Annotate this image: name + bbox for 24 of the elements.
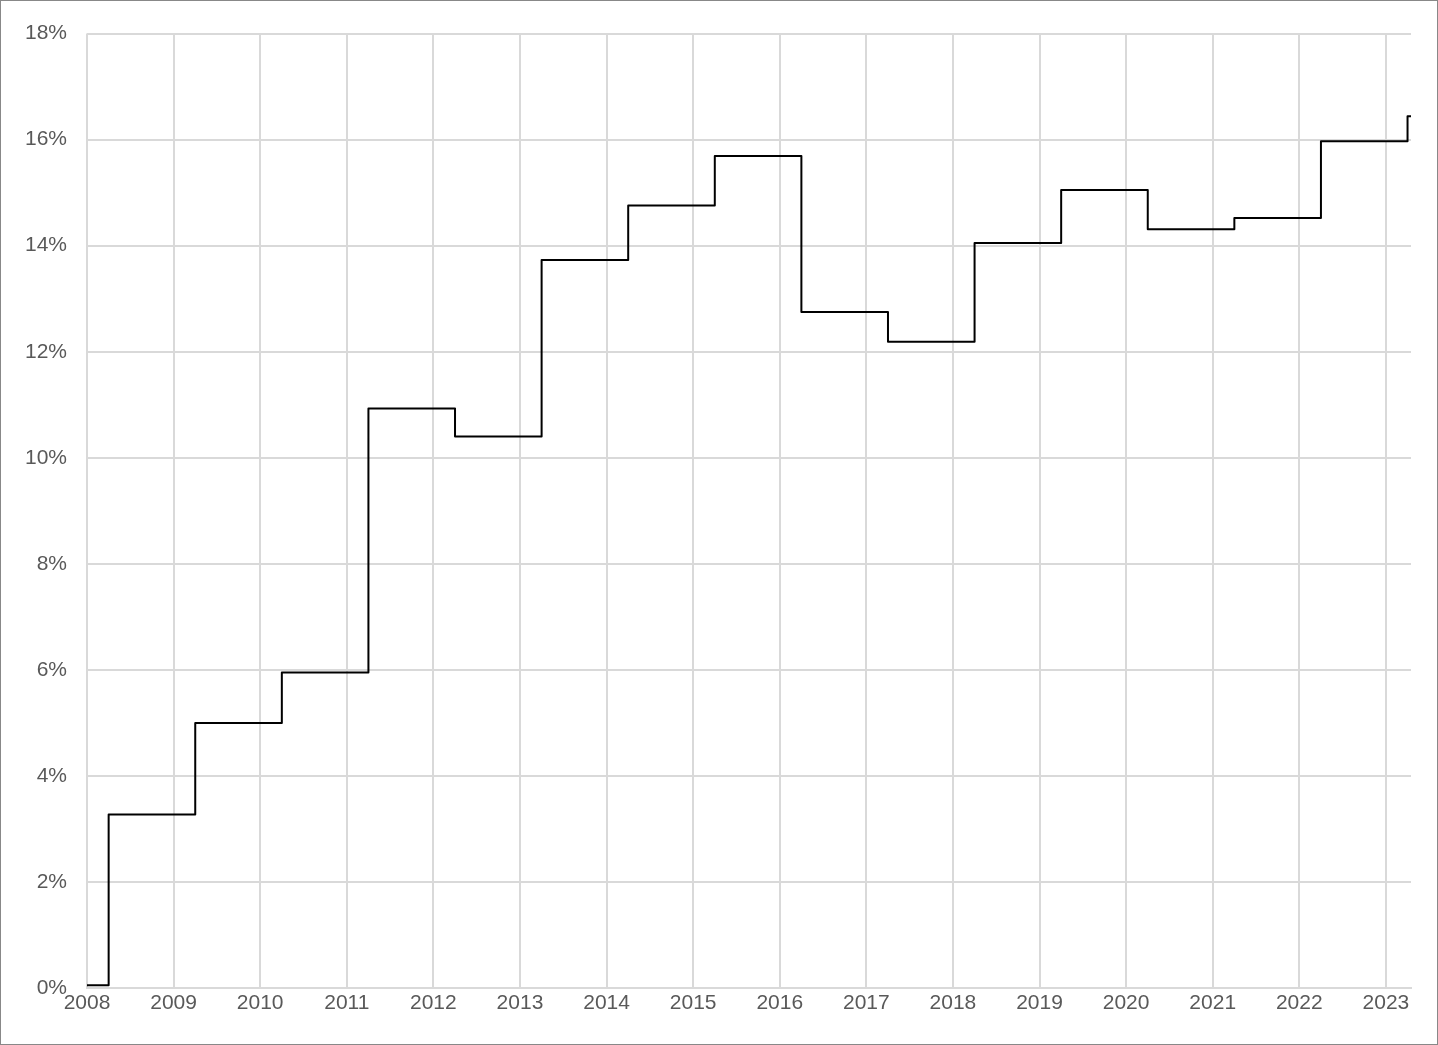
y-tick-label: 4% (36, 762, 67, 786)
x-tick-label: 2018 (929, 990, 977, 1014)
x-tick-label: 2020 (1102, 990, 1150, 1014)
x-tick-label: 2009 (150, 990, 197, 1014)
y-tick-label: 18% (24, 20, 67, 44)
x-tick-label: 2014 (583, 990, 631, 1014)
y-tick-label: 14% (24, 232, 67, 256)
y-tick-label: 6% (36, 656, 67, 680)
x-tick-label: 2021 (1189, 990, 1237, 1014)
y-tick-label: 2% (36, 868, 67, 892)
x-tick-label: 2010 (236, 990, 284, 1014)
y-tick-label: 10% (24, 444, 67, 468)
x-tick-label: 2023 (1362, 990, 1410, 1014)
y-tick-label: 16% (24, 126, 67, 150)
x-tick-label: 2019 (1016, 990, 1063, 1014)
x-tick-label: 2022 (1275, 990, 1323, 1014)
x-tick-label: 2012 (410, 990, 457, 1014)
x-tick-label: 2016 (756, 990, 804, 1014)
x-tick-label: 2017 (842, 990, 890, 1014)
x-tick-label: 2015 (669, 990, 717, 1014)
x-tick-label: 2013 (496, 990, 544, 1014)
y-tick-label: 12% (24, 338, 67, 362)
x-tick-label: 2011 (324, 990, 370, 1014)
y-tick-label: 8% (36, 550, 67, 574)
